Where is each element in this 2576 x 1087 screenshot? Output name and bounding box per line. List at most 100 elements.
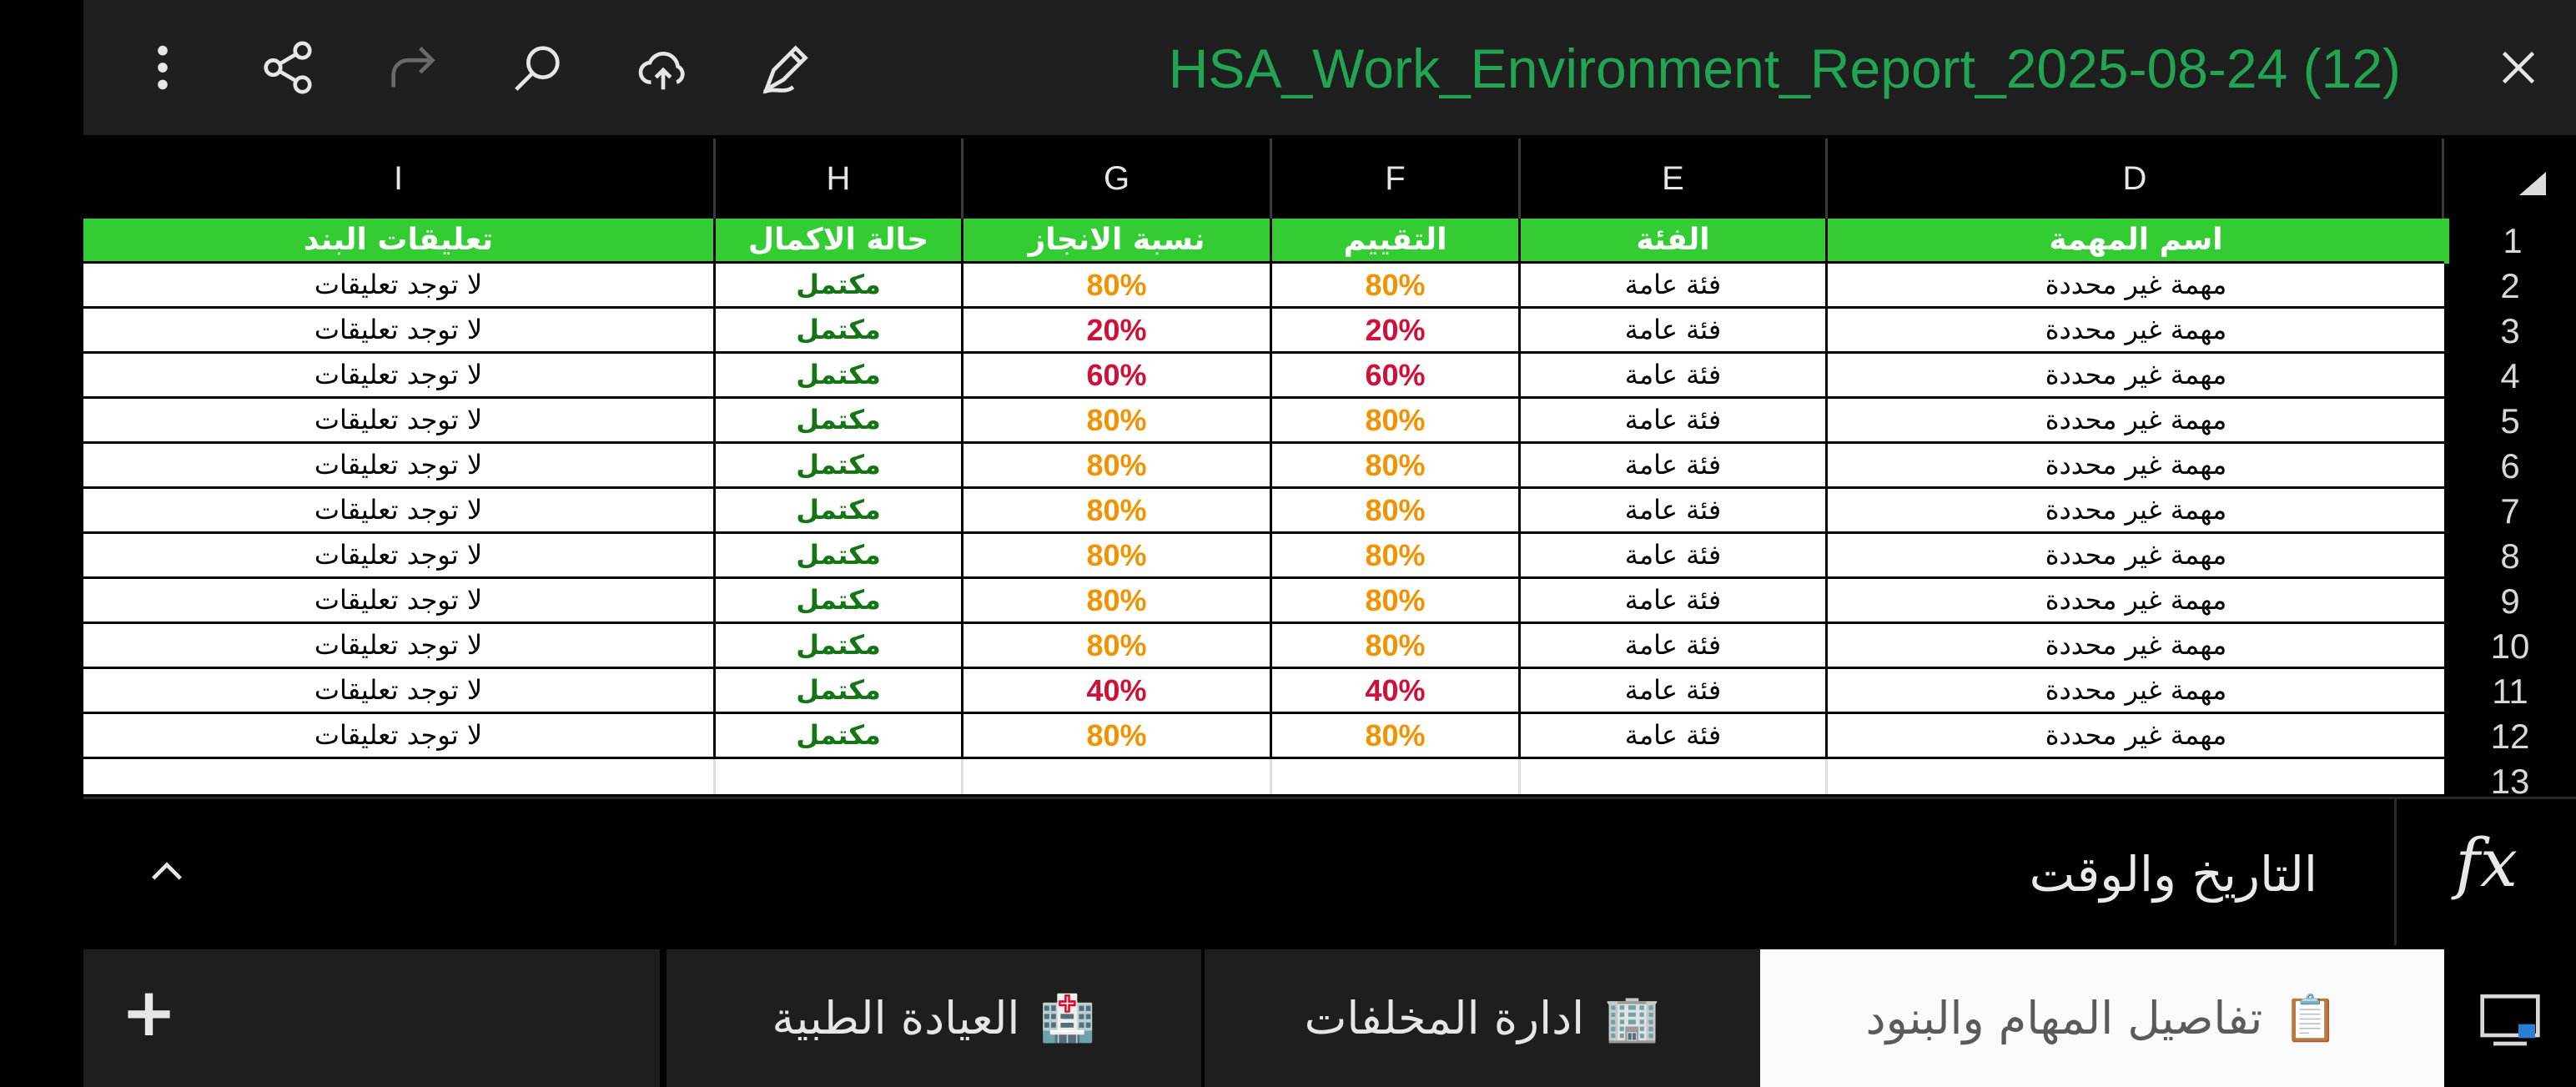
cell-category[interactable]: فئة عامة [1521,444,1828,486]
cell-completion[interactable]: 80% [963,714,1272,757]
cell-category[interactable]: فئة عامة [1521,624,1828,667]
row-number[interactable]: 2 [2500,266,2520,305]
cell-comments[interactable]: لا توجد تعليقات [83,354,716,396]
column-header-i[interactable]: I [83,138,716,219]
column-header-g[interactable]: G [963,138,1272,219]
cell-rating[interactable]: 20% [1272,309,1521,351]
cell-completion[interactable]: 80% [963,534,1272,576]
cell-empty[interactable] [1828,759,2444,794]
cell-status[interactable]: مكتمل [716,399,963,441]
cell-rating[interactable]: 80% [1272,534,1521,576]
cell-task-name[interactable]: مهمة غير محددة [2045,494,2227,526]
cell-comments[interactable]: لا توجد تعليقات [83,264,716,306]
cell-task-name[interactable]: مهمة غير محددة [2045,629,2227,661]
cell-category[interactable]: فئة عامة [1521,714,1828,757]
cell-category[interactable]: فئة عامة [1521,579,1828,622]
cell-category[interactable]: فئة عامة [1521,354,1828,396]
cell-status[interactable]: مكتمل [716,264,963,306]
cell-status[interactable]: مكتمل [716,579,963,622]
cell-rating[interactable]: 80% [1272,444,1521,486]
more-vertical-icon[interactable] [125,30,200,105]
row-number[interactable]: 13 [2490,762,2530,794]
cell-comments[interactable]: لا توجد تعليقات [83,399,716,441]
cell-task-name[interactable]: مهمة غير محددة [2045,584,2227,616]
cell-task-name[interactable]: مهمة غير محددة [2045,719,2227,751]
cell-category[interactable]: فئة عامة [1521,309,1828,351]
cell-completion[interactable]: 80% [963,579,1272,622]
formula-input[interactable]: التاريخ والوقت [2029,846,2317,903]
redo-icon[interactable] [375,30,450,105]
select-all-corner[interactable] [2444,138,2576,219]
row-number[interactable]: 5 [2500,401,2520,440]
row-number[interactable]: 11 [2492,672,2528,711]
column-header-h[interactable]: H [716,138,963,219]
cell-status[interactable]: مكتمل [716,714,963,757]
header-rating[interactable]: التقييم [1272,219,1521,261]
column-header-d[interactable]: D [1828,138,2444,219]
cell-completion[interactable]: 20% [963,309,1272,351]
cell-task-name[interactable]: مهمة غير محددة [2045,314,2227,345]
tab-medical-clinic[interactable]: 🏥 العيادة الطبية [667,949,1201,1087]
row-number[interactable]: 8 [2500,536,2520,576]
cell-status[interactable]: مكتمل [716,534,963,576]
header-comments[interactable]: تعليقات البند [83,219,716,261]
row-number[interactable]: 9 [2500,581,2520,621]
cell-empty[interactable] [716,759,963,794]
header-task-name[interactable]: اسم المهمة [2049,223,2223,257]
row-number[interactable]: 7 [2500,491,2520,531]
row-number[interactable]: 6 [2500,446,2520,486]
add-sheet-button[interactable]: + [83,949,663,1087]
cell-completion[interactable]: 80% [963,624,1272,667]
cell-comments[interactable]: لا توجد تعليقات [83,309,716,351]
row-number[interactable]: 1 [2444,219,2576,264]
header-category[interactable]: الفئة [1521,219,1828,261]
cell-category[interactable]: فئة عامة [1521,399,1828,441]
cell-comments[interactable]: لا توجد تعليقات [83,489,716,531]
cell-task-name[interactable]: مهمة غير محددة [2045,539,2227,571]
cell-status[interactable]: مكتمل [716,624,963,667]
cell-category[interactable]: فئة عامة [1521,669,1828,712]
cell-task-name[interactable]: مهمة غير محددة [2045,269,2227,300]
row-number[interactable]: 10 [2490,627,2530,666]
handwriting-pen-icon[interactable] [751,30,826,105]
cell-completion[interactable]: 80% [963,489,1272,531]
column-header-e[interactable]: E [1521,138,1828,219]
cell-comments[interactable]: لا توجد تعليقات [83,714,716,757]
header-status[interactable]: حالة الاكمال [716,219,963,261]
cell-completion[interactable]: 40% [963,669,1272,712]
cell-rating[interactable]: 80% [1272,399,1521,441]
fx-icon[interactable]: fx [2455,824,2518,902]
cell-rating[interactable]: 80% [1272,579,1521,622]
cell-category[interactable]: فئة عامة [1521,489,1828,531]
cell-completion[interactable]: 80% [963,399,1272,441]
cell-empty[interactable] [83,759,716,794]
cell-task-name[interactable]: مهمة غير محددة [2045,404,2227,435]
row-number[interactable]: 4 [2500,356,2520,395]
cell-empty[interactable] [1521,759,1828,794]
cell-status[interactable]: مكتمل [716,669,963,712]
cell-status[interactable]: مكتمل [716,354,963,396]
cell-comments[interactable]: لا توجد تعليقات [83,534,716,576]
share-icon[interactable] [250,30,325,105]
cell-completion[interactable]: 80% [963,264,1272,306]
search-icon[interactable] [501,30,576,105]
cloud-upload-icon[interactable] [626,30,701,105]
close-icon[interactable] [2481,30,2556,105]
cell-completion[interactable]: 60% [963,354,1272,396]
cell-empty[interactable] [963,759,1272,794]
cell-task-name[interactable]: مهمة غير محددة [2045,674,2227,706]
cell-status[interactable]: مكتمل [716,489,963,531]
chevron-up-icon[interactable] [133,839,200,906]
cell-task-name[interactable]: مهمة غير محددة [2045,449,2227,481]
tab-task-details[interactable]: 📋 تفاصيل المهام والبنود [1760,949,2444,1087]
cell-rating[interactable]: 80% [1272,624,1521,667]
column-header-f[interactable]: F [1272,138,1521,219]
cell-rating[interactable]: 80% [1272,714,1521,757]
cell-completion[interactable]: 80% [963,444,1272,486]
spreadsheet-grid[interactable]: تعليقات البند حالة الاكمال نسبة الانجاز … [83,219,2444,794]
row-number[interactable]: 12 [2490,717,2530,756]
cell-empty[interactable] [1272,759,1521,794]
cell-rating[interactable]: 80% [1272,489,1521,531]
sheet-list-icon[interactable] [2444,949,2576,1087]
cell-status[interactable]: مكتمل [716,309,963,351]
